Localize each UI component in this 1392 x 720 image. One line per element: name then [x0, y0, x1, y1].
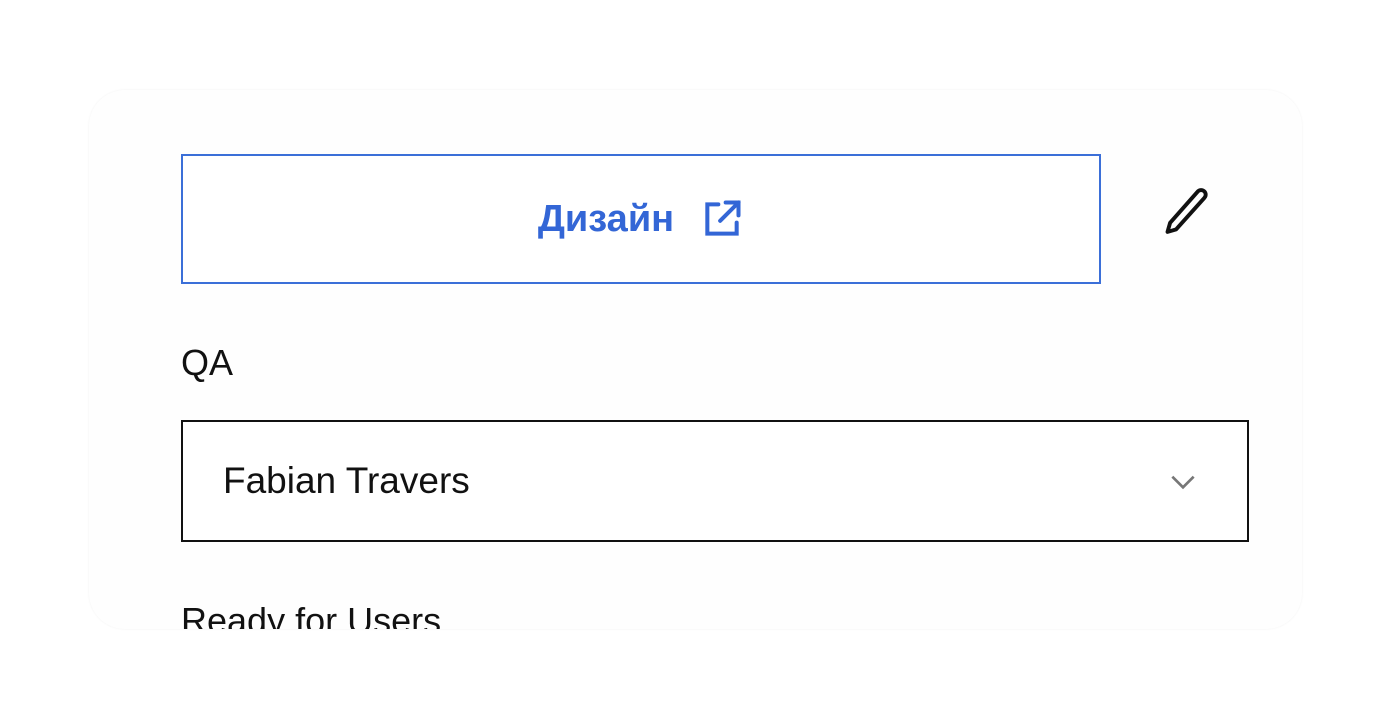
design-link-button[interactable]: Дизайн [181, 154, 1101, 284]
qa-select[interactable]: Fabian Travers [181, 420, 1249, 542]
qa-label: QA [181, 342, 234, 383]
design-link-label: Дизайн [537, 197, 675, 240]
ready-for-users-label: Ready for Users [181, 600, 442, 629]
card: Дизайн QA Fabian Travers Ready for Users [89, 90, 1302, 629]
chevron-down-icon [1171, 475, 1195, 490]
pencil-icon[interactable] [1161, 186, 1213, 238]
qa-selected-value: Fabian Travers [223, 460, 470, 501]
external-link-icon [705, 200, 741, 236]
